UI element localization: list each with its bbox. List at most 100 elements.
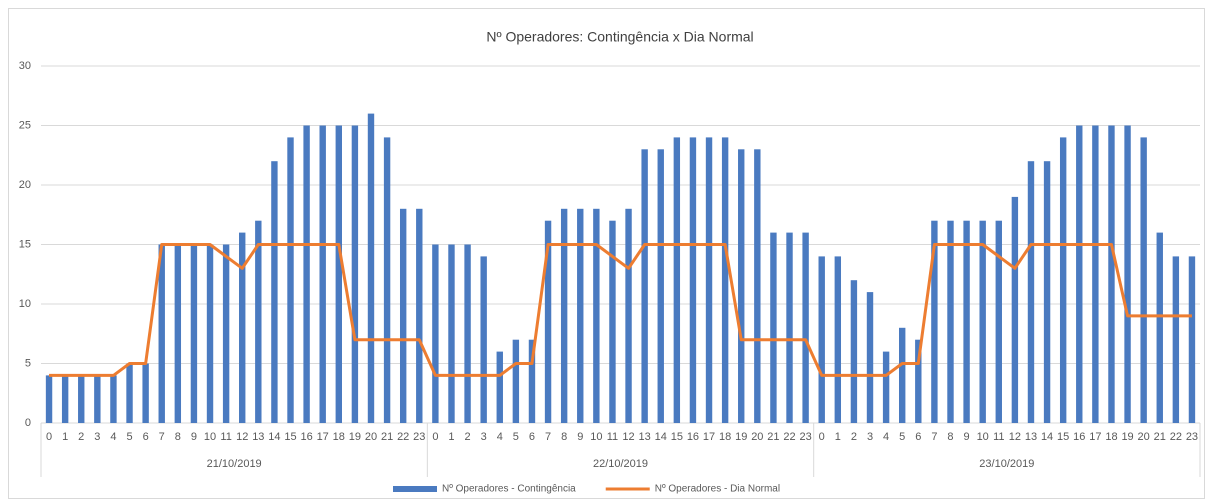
x-tick-label: 13 — [252, 431, 264, 443]
bar — [979, 220, 986, 423]
x-tick-label: 2 — [78, 431, 84, 443]
x-tick-label: 16 — [687, 431, 699, 443]
x-tick-label: 23 — [1186, 431, 1198, 443]
bar — [1043, 161, 1051, 423]
bar — [206, 244, 214, 423]
x-tick-label: 1 — [835, 431, 841, 443]
x-tick-label: 19 — [349, 431, 361, 443]
bar — [609, 220, 616, 423]
x-tick-label: 7 — [159, 431, 165, 443]
bar — [399, 208, 407, 423]
bar — [271, 161, 278, 423]
x-tick-label: 2 — [465, 431, 471, 443]
bar — [786, 232, 793, 423]
x-tick-label: 4 — [883, 431, 889, 443]
x-tick-label: 1 — [448, 431, 454, 443]
bar — [110, 375, 117, 423]
y-tick-label: 0 — [25, 417, 31, 429]
bar — [770, 232, 777, 423]
bar — [1108, 125, 1115, 423]
bar — [947, 220, 954, 423]
bar — [931, 220, 938, 423]
bar — [560, 208, 568, 423]
bar — [94, 375, 101, 423]
bar — [1011, 196, 1019, 423]
x-tick-label: 21 — [381, 431, 393, 443]
bar — [367, 113, 375, 423]
bar — [866, 292, 874, 423]
x-tick-label: 0 — [432, 431, 438, 443]
bar — [142, 363, 149, 423]
y-tick-label: 25 — [19, 119, 31, 131]
bar — [963, 220, 970, 423]
x-tick-label: 11 — [993, 431, 1004, 443]
x-tick-label: 12 — [236, 431, 248, 443]
bar — [1156, 232, 1163, 423]
legend-label: Nº Operadores - Contingência — [442, 484, 576, 495]
x-tick-label: 10 — [977, 431, 989, 443]
bar — [915, 339, 922, 423]
bar — [61, 375, 69, 423]
bar — [1027, 161, 1035, 423]
bar — [78, 375, 85, 423]
bar — [802, 232, 809, 423]
bar — [448, 244, 455, 423]
x-tick-label: 17 — [703, 431, 715, 443]
x-tick-label: 9 — [964, 431, 970, 443]
x-tick-label: 18 — [1105, 431, 1117, 443]
bar — [319, 125, 326, 423]
x-tick-label: 2 — [851, 431, 857, 443]
x-tick-label: 10 — [204, 431, 216, 443]
x-tick-label: 16 — [300, 431, 312, 443]
x-tick-label: 20 — [751, 431, 763, 443]
x-tick-label: 11 — [220, 431, 231, 443]
bar — [335, 125, 342, 423]
bar — [432, 244, 439, 423]
x-tick-label: 9 — [191, 431, 197, 443]
x-tick-label: 12 — [1009, 431, 1021, 443]
bar — [45, 375, 53, 423]
x-tick-label: 15 — [671, 431, 683, 443]
legend-label: Nº Operadores - Dia Normal — [655, 484, 780, 495]
x-tick-label: 11 — [607, 431, 618, 443]
x-tick-label: 22 — [397, 431, 409, 443]
bar — [287, 137, 294, 423]
x-tick-label: 23 — [413, 431, 425, 443]
bar — [1140, 137, 1147, 423]
bar — [528, 339, 536, 423]
bar — [899, 327, 906, 423]
bar — [496, 351, 503, 423]
bar — [190, 244, 198, 423]
y-tick-label: 15 — [19, 238, 31, 250]
bar — [818, 256, 825, 423]
x-tick-label: 3 — [867, 431, 873, 443]
bar — [480, 256, 487, 423]
x-tick-label: 21 — [767, 431, 779, 443]
bar — [657, 149, 664, 424]
x-tick-label: 13 — [1025, 431, 1037, 443]
bar — [351, 125, 359, 423]
bar — [126, 363, 133, 423]
bar — [1076, 125, 1083, 423]
x-tick-label: 9 — [577, 431, 583, 443]
x-tick-label: 5 — [899, 431, 905, 443]
x-tick-label: 14 — [1041, 431, 1053, 443]
x-tick-label: 8 — [561, 431, 567, 443]
x-tick-label: 3 — [481, 431, 487, 443]
x-tick-label: 20 — [365, 431, 377, 443]
bar — [512, 339, 520, 423]
bar — [721, 137, 729, 423]
bar — [577, 208, 584, 423]
x-tick-label: 23 — [799, 431, 811, 443]
x-tick-label: 20 — [1138, 431, 1150, 443]
bar — [1092, 125, 1099, 423]
bar — [705, 137, 713, 423]
x-tick-label: 22 — [783, 431, 795, 443]
bar — [158, 244, 165, 423]
x-tick-label: 6 — [529, 431, 535, 443]
x-tick-label: 6 — [143, 431, 149, 443]
x-tick-label: 7 — [931, 431, 937, 443]
bar — [239, 232, 246, 423]
